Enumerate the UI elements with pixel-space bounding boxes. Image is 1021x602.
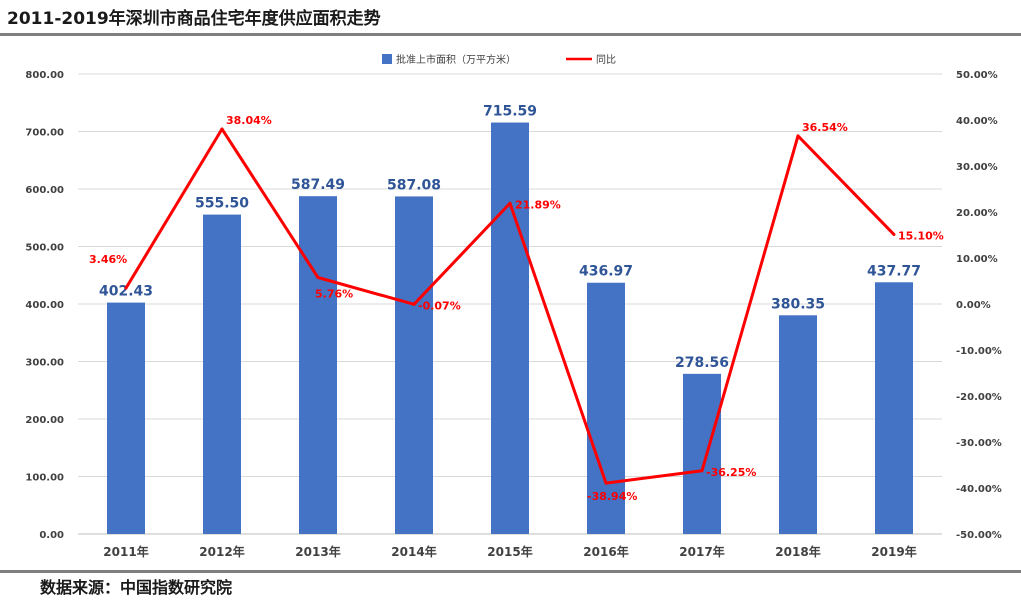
line-point — [412, 302, 416, 306]
right-tick-label: 10.00% — [956, 254, 998, 265]
right-tick-label: 40.00% — [956, 116, 998, 127]
right-tick-label: 0.00% — [956, 300, 991, 311]
category-label: 2018年 — [775, 544, 820, 559]
bar — [107, 302, 145, 534]
left-tick-label: 300.00 — [25, 358, 64, 369]
right-tick-label: 50.00% — [956, 70, 998, 81]
bar — [203, 214, 241, 534]
category-label: 2017年 — [679, 544, 724, 559]
line-value-label: 36.54% — [802, 121, 848, 134]
right-tick-label: -30.00% — [956, 438, 1002, 449]
line-point — [124, 286, 128, 290]
right-axis-ticks: -50.00% -40.00% -30.00% -20.00% -10.00% 0.00%… — [956, 70, 1002, 541]
category-label: 2019年 — [871, 544, 916, 559]
legend-bar-swatch — [382, 54, 392, 64]
left-tick-label: 700.00 — [25, 128, 64, 139]
right-tick-label: 30.00% — [956, 162, 998, 173]
line-series: 3.46% 38.04% 5.76% -0.07% 21.89% -38.94% -36.2… — [89, 114, 944, 503]
bar — [587, 282, 625, 534]
category-label: 2016年 — [583, 544, 628, 559]
bar-value-label: 436.97 — [579, 264, 633, 280]
left-tick-label: 500.00 — [25, 243, 64, 254]
line-point — [892, 233, 896, 237]
line-point — [604, 481, 608, 485]
left-tick-label: 600.00 — [25, 185, 64, 196]
right-tick-label: -20.00% — [956, 392, 1002, 403]
bar — [683, 373, 721, 534]
line-value-label: 21.89% — [515, 198, 561, 211]
line-value-label: 5.76% — [315, 288, 353, 301]
bar-value-label: 587.49 — [291, 177, 345, 193]
line-value-label: -0.07% — [418, 299, 461, 312]
line-value-label: 15.10% — [898, 230, 944, 243]
line-point — [700, 469, 704, 473]
bar — [875, 282, 913, 534]
combo-chart: 0.00 100.00 200.00 300.00 400.00 500.00 600.00… — [25, 53, 1002, 559]
footer-divider — [0, 570, 1021, 573]
bar-value-label: 715.59 — [483, 104, 537, 120]
right-tick-label: -50.00% — [956, 530, 1002, 541]
bar-value-label: 402.43 — [99, 284, 153, 300]
category-label: 2011年 — [103, 544, 148, 559]
bar-value-label: 555.50 — [195, 196, 249, 212]
left-tick-label: 400.00 — [25, 300, 64, 311]
bar-value-label: 278.56 — [675, 355, 729, 371]
category-label: 2015年 — [487, 544, 532, 559]
right-tick-label: -10.00% — [956, 346, 1002, 357]
line-point — [316, 276, 320, 280]
category-label: 2014年 — [391, 544, 436, 559]
bar-value-label: 587.08 — [387, 177, 441, 193]
category-label: 2013年 — [295, 544, 340, 559]
data-source: 数据来源：中国指数研究院 — [40, 578, 233, 597]
title-divider — [0, 33, 1021, 36]
left-tick-label: 200.00 — [25, 415, 64, 426]
line-value-label: -38.94% — [587, 490, 637, 503]
bar — [395, 196, 433, 534]
left-axis-ticks: 0.00 100.00 200.00 300.00 400.00 500.00 600.00… — [25, 70, 64, 541]
chart-title: 2011-2019年深圳市商品住宅年度供应面积走势 — [7, 9, 381, 29]
left-tick-label: 800.00 — [25, 70, 64, 81]
line-point — [508, 201, 512, 205]
bar-value-label: 437.77 — [867, 263, 921, 279]
category-label: 2012年 — [199, 544, 244, 559]
line-value-label: -36.25% — [706, 466, 756, 479]
legend-line-label: 同比 — [596, 54, 616, 66]
line-value-label: 38.04% — [226, 114, 272, 127]
legend-bar-label: 批准上市面积（万平方米） — [396, 53, 516, 66]
line-point — [220, 127, 224, 131]
line-value-label: 3.46% — [89, 253, 127, 266]
right-tick-label: -40.00% — [956, 484, 1002, 495]
bar — [779, 315, 817, 534]
right-tick-label: 20.00% — [956, 208, 998, 219]
line-point — [796, 134, 800, 138]
legend: 批准上市面积（万平方米） 同比 — [382, 53, 616, 66]
bar — [299, 196, 337, 535]
bar-series: 402.43 555.50 587.49 587.08 715.59 436.97 278.… — [99, 104, 921, 535]
left-tick-label: 0.00 — [39, 530, 64, 541]
bar — [491, 122, 529, 534]
bar-value-label: 380.35 — [771, 296, 825, 312]
category-labels: 2011年 2012年 2013年 2014年 2015年 2016年 2017年 2018年… — [103, 544, 916, 559]
left-tick-label: 100.00 — [25, 473, 64, 484]
